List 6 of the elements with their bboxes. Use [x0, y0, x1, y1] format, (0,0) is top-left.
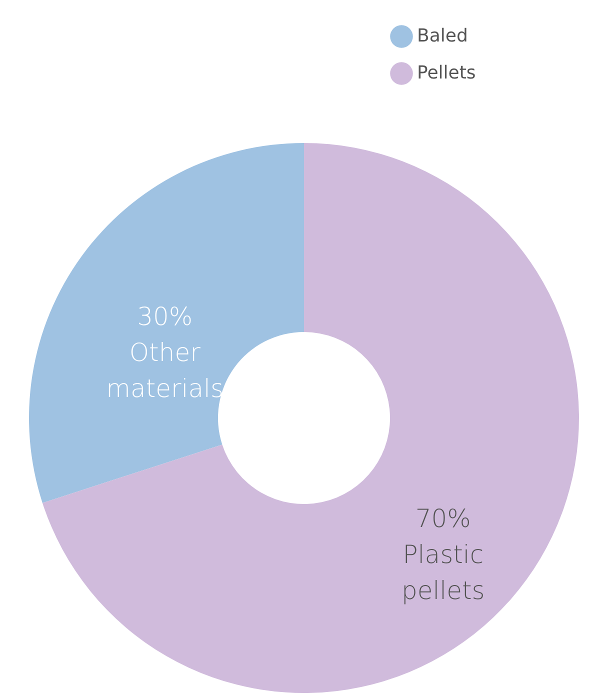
donut-slice — [30, 143, 304, 503]
legend-label: Pellets — [417, 62, 476, 84]
legend-label: Baled — [417, 26, 468, 46]
donut-slice — [42, 143, 579, 693]
data-label: 70% Plastic pellets — [401, 504, 485, 606]
data-label: 30% Other materials — [106, 302, 224, 403]
